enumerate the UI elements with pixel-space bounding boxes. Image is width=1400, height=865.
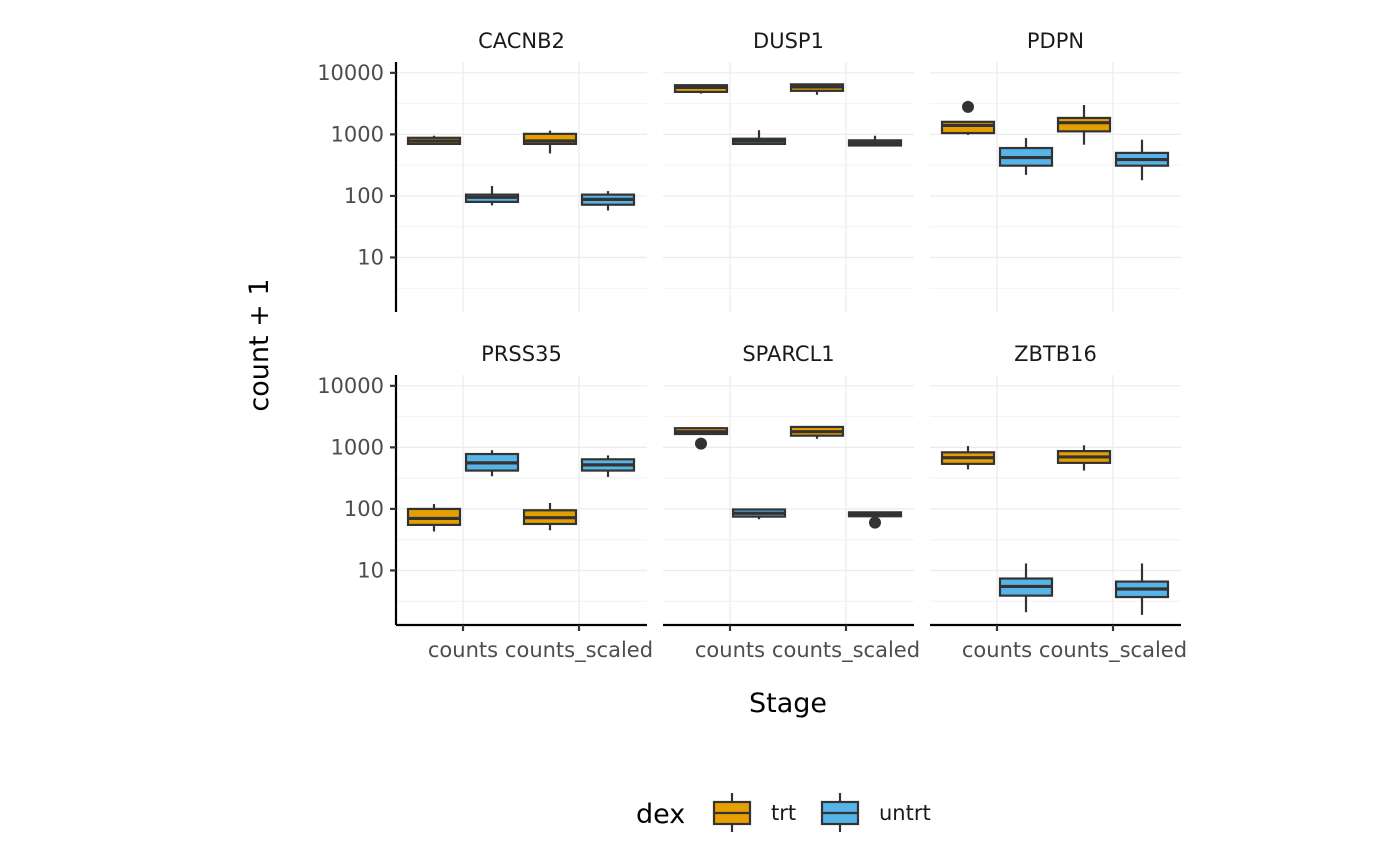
- facet-title: PDPN: [1027, 29, 1084, 53]
- box-body: [522, 132, 578, 146]
- box-trt-counts: [406, 135, 462, 146]
- x-axis: counts counts_scaled: [930, 623, 1187, 663]
- x-tick-label: counts_scaled: [1039, 638, 1187, 663]
- box-trt-counts_scaled: [522, 502, 578, 531]
- box-untrt-counts_scaled: [1114, 139, 1170, 181]
- legend-title: dex: [636, 799, 685, 830]
- gridlines: [396, 375, 647, 625]
- box-trt-counts_scaled: [789, 425, 845, 439]
- box-untrt-counts_scaled: [847, 511, 903, 529]
- box-untrt-counts: [998, 138, 1054, 175]
- facet-title: CACNB2: [478, 29, 565, 53]
- box-trt-counts_scaled: [522, 130, 578, 154]
- legend-items: trt untrt: [712, 793, 931, 832]
- facet-panel: DUSP1: [663, 29, 914, 312]
- y-axes: 10 100 1000 10000 10 100 1000 10000: [317, 61, 398, 625]
- y-tick-label: 100: [344, 497, 384, 521]
- box-trt-counts: [940, 100, 996, 135]
- gridlines: [396, 62, 647, 312]
- box-untrt-counts_scaled: [1114, 563, 1170, 615]
- box-body: [940, 120, 996, 135]
- box-trt-counts: [940, 446, 996, 470]
- y-tick-label: 10: [357, 558, 384, 582]
- facet-title: ZBTB16: [1014, 342, 1097, 366]
- facet-panels: CACNB2 DUSP1 PDPN PRSS35 SPARCL1 ZBTB16: [396, 29, 1181, 625]
- facet-panel: SPARCL1: [663, 342, 914, 625]
- outlier-point: [962, 100, 974, 113]
- box-body: [1056, 116, 1112, 133]
- y-tick-label: 1000: [331, 435, 384, 459]
- legend: dex trt untrt: [636, 793, 931, 832]
- legend-item-trt: trt: [712, 793, 796, 832]
- box-trt-counts: [673, 427, 729, 450]
- legend-label: trt: [771, 801, 796, 825]
- box-trt-counts_scaled: [789, 83, 845, 95]
- box-untrt-counts: [464, 450, 520, 477]
- facet-title: SPARCL1: [742, 342, 834, 366]
- box-untrt-counts: [731, 130, 787, 146]
- gridlines: [663, 375, 914, 625]
- facet-panel: ZBTB16: [930, 342, 1181, 625]
- outlier-point: [869, 516, 881, 529]
- box-untrt-counts_scaled: [847, 135, 903, 147]
- facet-title: DUSP1: [753, 29, 824, 53]
- x-tick-label: counts: [428, 638, 498, 662]
- x-axis: counts counts_scaled: [663, 623, 920, 663]
- facet-title: PRSS35: [481, 342, 562, 366]
- y-tick-label: 100: [344, 184, 384, 208]
- box-trt-counts_scaled: [1056, 445, 1112, 471]
- legend-label: untrt: [879, 801, 931, 825]
- box-untrt-counts: [998, 563, 1054, 613]
- y-axis: 10 100 1000 10000: [317, 61, 398, 312]
- y-tick-label: 10: [357, 245, 384, 269]
- outlier-point: [695, 437, 707, 450]
- facet-panel: PRSS35: [396, 342, 647, 625]
- gridlines: [930, 62, 1181, 312]
- box-trt-counts: [406, 504, 462, 532]
- x-tick-label: counts_scaled: [772, 638, 920, 663]
- box-untrt-counts: [464, 185, 520, 206]
- y-tick-label: 10000: [317, 61, 384, 85]
- y-axis-title: count + 1: [244, 278, 275, 411]
- x-tick-label: counts: [962, 638, 1032, 662]
- y-tick-label: 1000: [331, 122, 384, 146]
- y-tick-label: 10000: [317, 374, 384, 398]
- y-axis: 10 100 1000 10000: [317, 374, 398, 625]
- x-axes: counts counts_scaled counts counts_scaled co…: [396, 623, 1187, 663]
- facet-panel: CACNB2: [396, 29, 647, 312]
- x-tick-label: counts_scaled: [505, 638, 653, 663]
- facet-panel: PDPN: [930, 29, 1181, 312]
- x-tick-label: counts: [695, 638, 765, 662]
- box-untrt-counts_scaled: [580, 455, 636, 478]
- x-axis: counts counts_scaled: [396, 623, 653, 663]
- box-trt-counts: [673, 84, 729, 94]
- x-axis-title: Stage: [749, 688, 827, 719]
- box-untrt-counts_scaled: [580, 191, 636, 211]
- legend-item-untrt: untrt: [820, 793, 931, 832]
- box-trt-counts_scaled: [1056, 105, 1112, 145]
- gridlines: [663, 62, 914, 312]
- gridlines: [930, 375, 1181, 625]
- box-untrt-counts: [731, 508, 787, 520]
